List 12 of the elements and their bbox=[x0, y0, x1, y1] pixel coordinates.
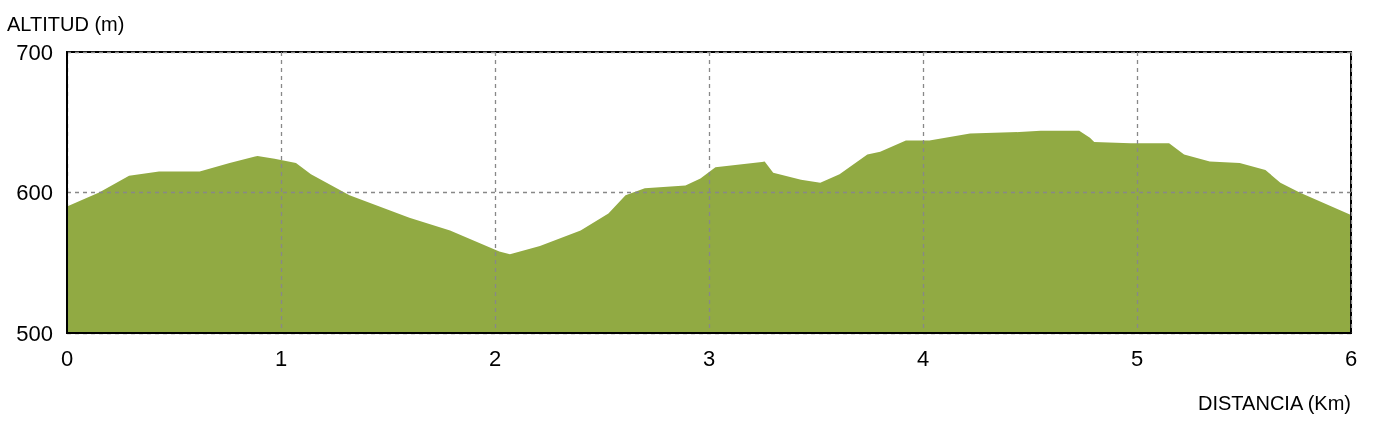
y-tick-label: 500 bbox=[16, 320, 53, 346]
x-tick-label: 4 bbox=[916, 345, 930, 371]
y-tick-label: 600 bbox=[16, 180, 53, 205]
x-tick-label: 0 bbox=[60, 345, 74, 371]
x-axis-title: DISTANCIA (Km) bbox=[1198, 392, 1351, 414]
x-tick-label: 2 bbox=[488, 345, 502, 371]
y-tick-label: 700 bbox=[16, 39, 53, 65]
x-tick-label: 6 bbox=[1344, 345, 1358, 371]
y-axis-title: ALTITUD (m) bbox=[7, 13, 125, 35]
x-tick-label: 5 bbox=[1130, 345, 1144, 371]
x-tick-label: 3 bbox=[702, 345, 716, 371]
x-tick-label: 1 bbox=[274, 345, 288, 371]
